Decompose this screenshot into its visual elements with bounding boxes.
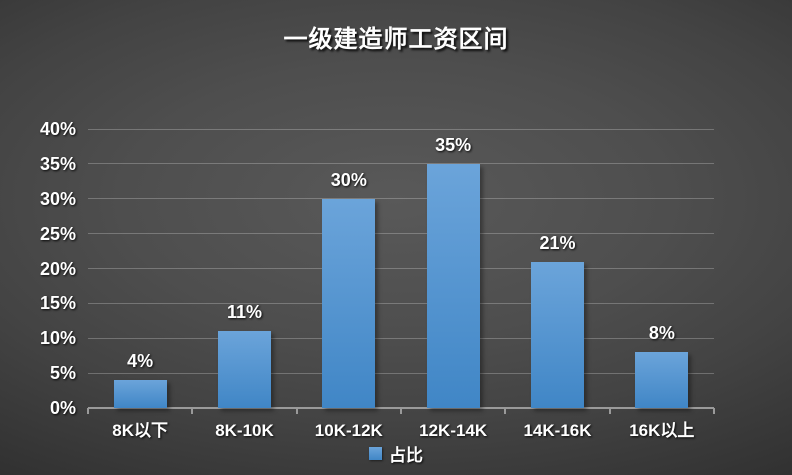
bar-16K以上: [635, 352, 689, 408]
bar-14K-16K: [531, 261, 584, 408]
gridline: [88, 163, 714, 165]
y-axis-tick-label: 10%: [39, 328, 76, 349]
gridline: [88, 372, 714, 374]
gridline: [88, 337, 714, 339]
x-axis-tick: [295, 408, 298, 414]
y-axis-tick-label: 15%: [39, 293, 76, 314]
gridline: [88, 128, 714, 130]
x-axis-category-label: 12K-14K: [419, 421, 488, 440]
x-axis-category-label: 8K-10K: [215, 421, 274, 440]
x-axis-tick: [713, 408, 715, 414]
x-axis-tick: [608, 408, 611, 414]
bar-8K-10K: [218, 331, 271, 408]
x-axis-tick: [504, 408, 507, 414]
y-axis-tick-label: 30%: [39, 188, 76, 209]
bar-8K以下: [113, 380, 167, 408]
x-axis-category-label: 16K以上: [629, 421, 695, 440]
bar-value-label: 8%: [648, 323, 675, 344]
x-axis-category-label: 10K-12K: [314, 421, 383, 440]
x-axis-category-label: 8K以下: [112, 421, 169, 440]
gridline: [88, 233, 714, 235]
y-axis-tick-label: 25%: [39, 223, 76, 244]
legend-label: 占比: [389, 446, 423, 465]
bar-10K-12K: [322, 198, 376, 408]
plot-area: 0% 5% 10% 15% 20% 25% 30% 35% 40% 4% 8K以下 11% 8K-10K…: [40, 119, 715, 440]
x-axis-tick: [400, 408, 402, 414]
gridline: [88, 268, 714, 269]
gridline: [88, 302, 714, 304]
x-axis-category-label: 14K-16K: [523, 421, 592, 440]
gridline: [88, 198, 714, 200]
legend: 占比: [0, 441, 792, 466]
bar-value-label: 4%: [127, 351, 154, 372]
bar-value-label: 21%: [539, 232, 576, 253]
bar-value-label: 11%: [226, 302, 263, 323]
y-axis-tick-label: 35%: [39, 153, 76, 174]
bar-value-label: 30%: [330, 169, 367, 190]
x-axis-tick: [87, 408, 89, 414]
y-axis-tick-label: 40%: [39, 119, 76, 139]
bar-12K-14K: [426, 163, 480, 408]
bar-value-label: 35%: [435, 134, 472, 155]
chart-title: 一级建造师工资区间: [283, 26, 509, 53]
y-axis-tick-label: 5%: [49, 363, 76, 384]
legend-marker-icon: [369, 447, 382, 460]
x-axis-tick: [191, 408, 194, 414]
y-axis-tick-label: 20%: [39, 258, 76, 279]
y-axis-tick-label: 0%: [49, 398, 76, 418]
